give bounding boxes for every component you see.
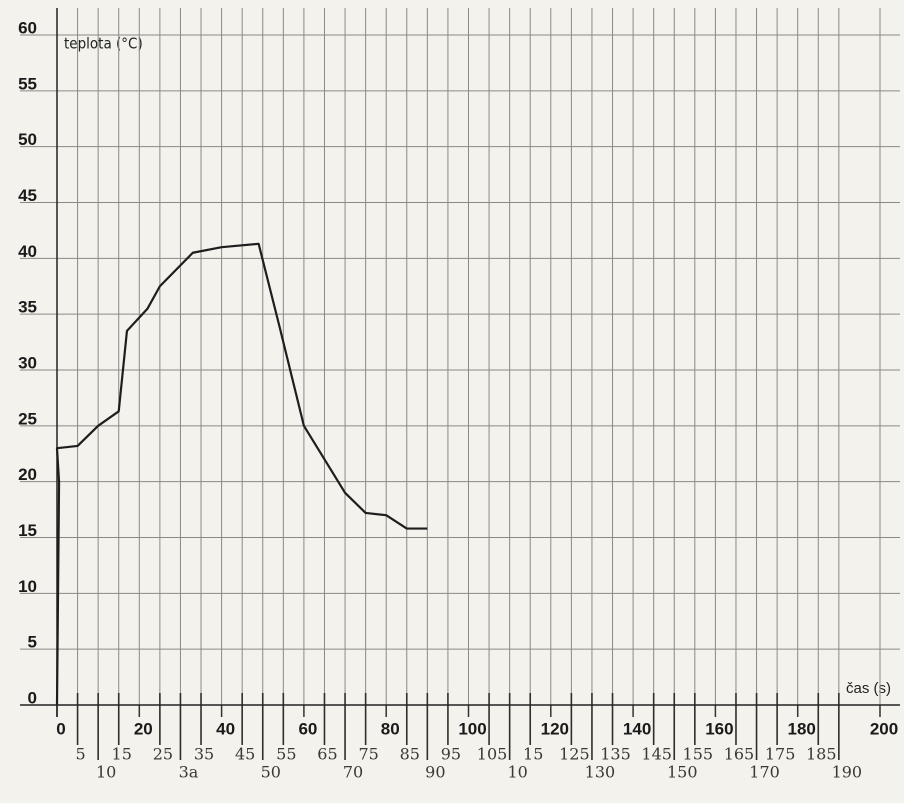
y-tick-label: 45: [18, 186, 37, 205]
x-tick-label: 120: [541, 719, 569, 738]
y-tick-label: 0: [28, 688, 37, 707]
y-axis-label: teplota (°C): [64, 35, 143, 53]
x-tick-label: 80: [381, 719, 400, 738]
x-hand-label: 135: [600, 745, 631, 764]
x-tick-label: 180: [788, 719, 816, 738]
y-tick-label: 55: [18, 74, 37, 93]
y-tick-label: 40: [18, 242, 37, 261]
x-hand-label: 85: [400, 745, 420, 764]
y-tick-label: 5: [28, 633, 37, 652]
x-hand-label: 185: [806, 745, 837, 764]
x-hand-label: 125: [559, 745, 590, 764]
x-tick-label: 200: [870, 719, 898, 738]
x-tick-label: 40: [216, 719, 235, 738]
x-hand-label: 25: [153, 745, 173, 764]
y-tick-label: 20: [18, 465, 37, 484]
x-hand-label: 165: [724, 745, 755, 764]
x-axis-label: čas (s): [846, 680, 891, 697]
x-hand-label: 55: [276, 745, 296, 764]
x-tick-label: 0: [56, 719, 65, 738]
x-hand-label: 175: [765, 745, 796, 764]
y-tick-label: 50: [18, 130, 37, 149]
x-tick-label: 20: [134, 719, 153, 738]
x-hand-label: 35: [194, 745, 214, 764]
x-hand-label: 65: [317, 745, 337, 764]
x-hand-label: 10: [96, 763, 116, 782]
y-tick-label: 30: [18, 353, 37, 372]
x-hand-label: 130: [585, 763, 616, 782]
x-hand-label: 170: [749, 763, 780, 782]
x-hand-label: 155: [683, 745, 714, 764]
x-tick-label: 60: [298, 719, 317, 738]
y-tick-label: 35: [18, 298, 37, 317]
y-tick-label: 60: [18, 18, 37, 37]
y-tick-label: 25: [18, 409, 37, 428]
x-hand-label: 3a: [179, 763, 199, 782]
x-tick-label: 140: [623, 719, 651, 738]
x-hand-label: 45: [235, 745, 255, 764]
x-hand-label: 75: [358, 745, 378, 764]
y-tick-label: 15: [18, 521, 37, 540]
x-hand-label: 70: [343, 763, 363, 782]
data-line: [55, 242, 428, 706]
y-tick-label: 10: [18, 577, 37, 596]
x-hand-label: 90: [425, 763, 445, 782]
x-hand-label: 15: [112, 745, 132, 764]
x-tick-label: 160: [705, 719, 733, 738]
x-hand-label: 105: [477, 745, 508, 764]
x-hand-label: 145: [641, 745, 672, 764]
x-hand-label: 95: [441, 745, 461, 764]
x-hand-label: 15: [523, 745, 543, 764]
x-hand-label: 190: [832, 763, 863, 782]
x-hand-label: 10: [507, 763, 527, 782]
x-hand-label: 50: [261, 763, 281, 782]
x-hand-label: 150: [667, 763, 698, 782]
x-tick-label: 100: [458, 719, 486, 738]
x-hand-label: 5: [75, 745, 85, 764]
